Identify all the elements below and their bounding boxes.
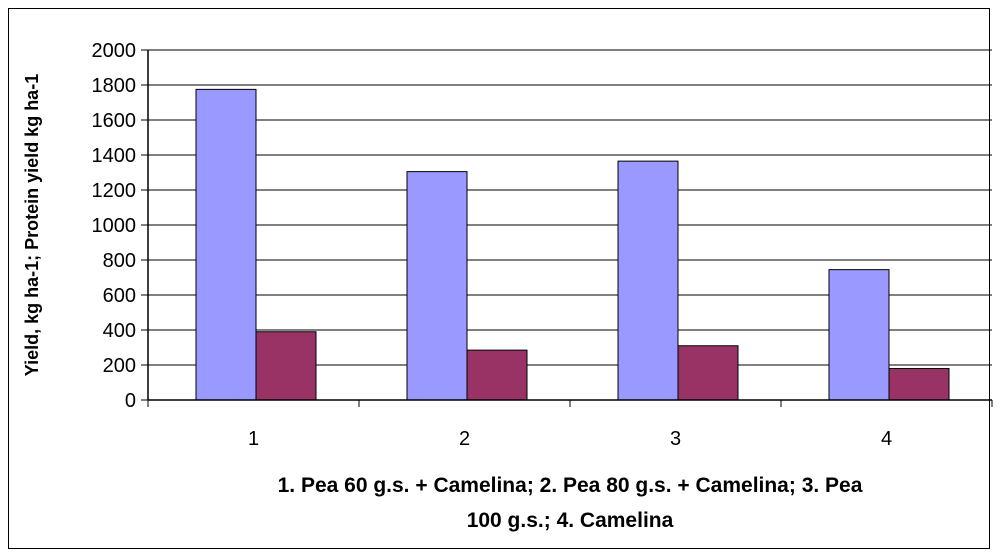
y-tick-label: 1000 [92,215,137,237]
x-axis-title-line-2: 100 g.s.; 4. Camelina [467,509,674,532]
y-tick-label: 1600 [92,110,137,132]
bar-series-2-category-2 [466,349,528,401]
y-tick-label: 200 [103,355,136,377]
bars [195,88,950,401]
bar-series-2-category-3 [677,345,739,401]
x-tick-label: 1 [248,428,259,450]
x-tick-label: 2 [459,428,470,450]
chart-frame [8,8,990,549]
y-tick-label: 0 [125,390,136,412]
y-tick-labels: 0 200 400 600 800 1000 1200 1400 1600 1800 2000 [92,40,148,412]
y-tick-label: 1200 [92,180,137,202]
x-tick-labels: 1 2 3 4 [147,400,993,450]
y-tick-label: 800 [103,250,136,272]
bar-series-1-category-2 [406,171,468,401]
bar-series-1-category-4 [828,269,890,401]
x-tick-label: 3 [670,428,681,450]
bar-series-2-category-4 [888,368,950,401]
x-axis-title-line-1: 1. Pea 60 g.s. + Camelina; 2. Pea 80 g.s… [278,474,863,497]
bar-series-2-category-1 [255,331,317,401]
x-tick-label: 4 [881,428,892,450]
y-tick-label: 1800 [92,75,137,97]
bar-series-1-category-1 [195,88,257,401]
bar-series-1-category-3 [617,160,679,401]
y-tick-label: 600 [103,285,136,307]
y-axis-title: Yield, kg ha-1; Protein yield kg ha-1 [22,74,42,376]
y-tick-label: 2000 [92,40,137,62]
y-tick-label: 400 [103,320,136,342]
y-tick-label: 1400 [92,145,137,167]
